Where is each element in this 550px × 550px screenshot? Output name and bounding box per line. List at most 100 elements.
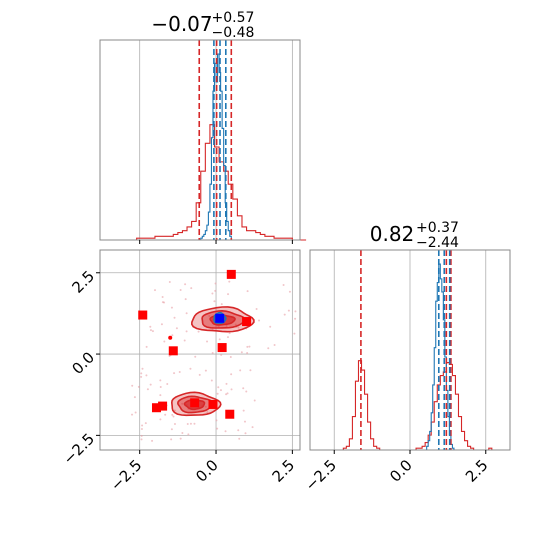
scatter-point <box>225 325 228 328</box>
panel-title-value: −0.07 <box>151 12 212 36</box>
scatter-point <box>237 429 240 432</box>
scatter-point <box>159 418 162 421</box>
scatter-point <box>214 289 217 292</box>
scatter-point <box>140 428 143 431</box>
red-square-marker <box>217 343 227 353</box>
scatter-point <box>178 370 181 373</box>
scatter-point <box>168 355 171 358</box>
scatter-point <box>172 415 175 418</box>
scatter-point <box>198 373 201 376</box>
red-dot-marker <box>168 335 173 340</box>
scatter-point <box>168 281 171 284</box>
scatter-point <box>249 369 252 372</box>
red-square-marker <box>208 399 218 409</box>
scatter-point <box>204 405 207 408</box>
scatter-point <box>210 379 213 382</box>
scatter-point <box>163 340 166 343</box>
scatter-point <box>149 383 152 386</box>
scatter-point <box>171 334 174 337</box>
scatter-point <box>159 385 162 388</box>
histogram-series-0 <box>100 124 307 241</box>
red-square-marker <box>226 269 236 279</box>
scatter-point <box>208 314 211 317</box>
axes-frame <box>99 39 301 241</box>
scatter-point <box>145 345 148 348</box>
scatter-point <box>214 282 217 285</box>
scatter-point <box>161 296 164 299</box>
scatter-point <box>246 290 249 293</box>
x-tick-label: −2.5 <box>302 456 340 494</box>
scatter-point <box>173 409 176 412</box>
scatter-point <box>255 308 258 311</box>
red-square-marker <box>242 317 252 327</box>
scatter-point <box>224 430 227 433</box>
scatter-point <box>269 325 272 328</box>
scatter-point <box>226 392 229 395</box>
scatter-point <box>159 379 162 382</box>
scatter-point <box>140 372 143 375</box>
panel-bottom-right-histogram: −2.5 0.0 2.5 0.82 +0.37−2.44 <box>302 220 511 495</box>
panel-title-value: 0.82 <box>370 222 415 246</box>
scatter-point <box>153 289 156 292</box>
scatter-point <box>229 356 232 359</box>
scatter-point <box>149 325 152 328</box>
scatter-point <box>246 351 249 354</box>
scatter-point <box>287 309 290 312</box>
plot-area <box>100 250 300 450</box>
scatter-point <box>141 367 144 370</box>
scatter-point <box>160 323 163 326</box>
scatter-point <box>206 411 209 414</box>
panel-title-upper-error: +0.57 <box>212 10 255 26</box>
red-square-marker <box>151 403 161 413</box>
scatter-point <box>213 300 216 303</box>
y-tick-label: −2.5 <box>60 430 98 468</box>
scatter-point <box>219 389 222 392</box>
scatter-point <box>146 388 149 391</box>
scatter-point <box>149 329 152 332</box>
red-square-marker <box>138 310 148 320</box>
red-square-marker <box>225 409 235 419</box>
histogram-series-0 <box>310 360 510 451</box>
scatter-point <box>140 434 143 437</box>
scatter-point <box>218 338 221 341</box>
scatter-point <box>294 317 297 320</box>
scatter-point <box>140 438 143 441</box>
scatter-point <box>197 330 200 333</box>
scatter-point <box>234 323 237 326</box>
scatter-point <box>253 399 256 402</box>
scatter-point <box>151 439 154 442</box>
scatter-point <box>185 312 188 315</box>
scatter-point <box>242 387 245 390</box>
scatter-point <box>137 385 140 388</box>
scatter-point <box>190 287 193 290</box>
scatter-point <box>189 422 192 425</box>
scatter-point <box>244 432 247 435</box>
scatter-point <box>288 290 291 293</box>
scatter-point <box>267 347 270 350</box>
scatter-point <box>246 345 249 348</box>
y-tick-label: 0.0 <box>68 348 98 378</box>
scatter-point <box>225 393 228 396</box>
scatter-point <box>220 303 223 306</box>
scatter-point <box>185 330 188 333</box>
scatter-point <box>248 345 251 348</box>
scatter-point <box>171 413 174 416</box>
scatter-point <box>225 382 228 385</box>
y-tick-label: 2.5 <box>68 267 98 297</box>
scatter-point <box>227 293 230 296</box>
scatter-point <box>294 310 297 313</box>
scatter-point <box>216 392 219 395</box>
scatter-point <box>164 413 167 416</box>
scatter-point <box>140 375 143 378</box>
scatter-point <box>133 396 136 399</box>
scatter-point <box>144 422 147 425</box>
scatter-point <box>179 288 182 291</box>
scatter-point <box>163 301 166 304</box>
scatter-point <box>216 427 219 430</box>
panel-title-upper-error: +0.37 <box>416 220 459 236</box>
scatter-point <box>215 419 218 422</box>
scatter-point <box>239 369 242 372</box>
scatter-point <box>141 424 144 427</box>
scatter-point <box>217 325 220 328</box>
scatter-point <box>134 411 137 414</box>
